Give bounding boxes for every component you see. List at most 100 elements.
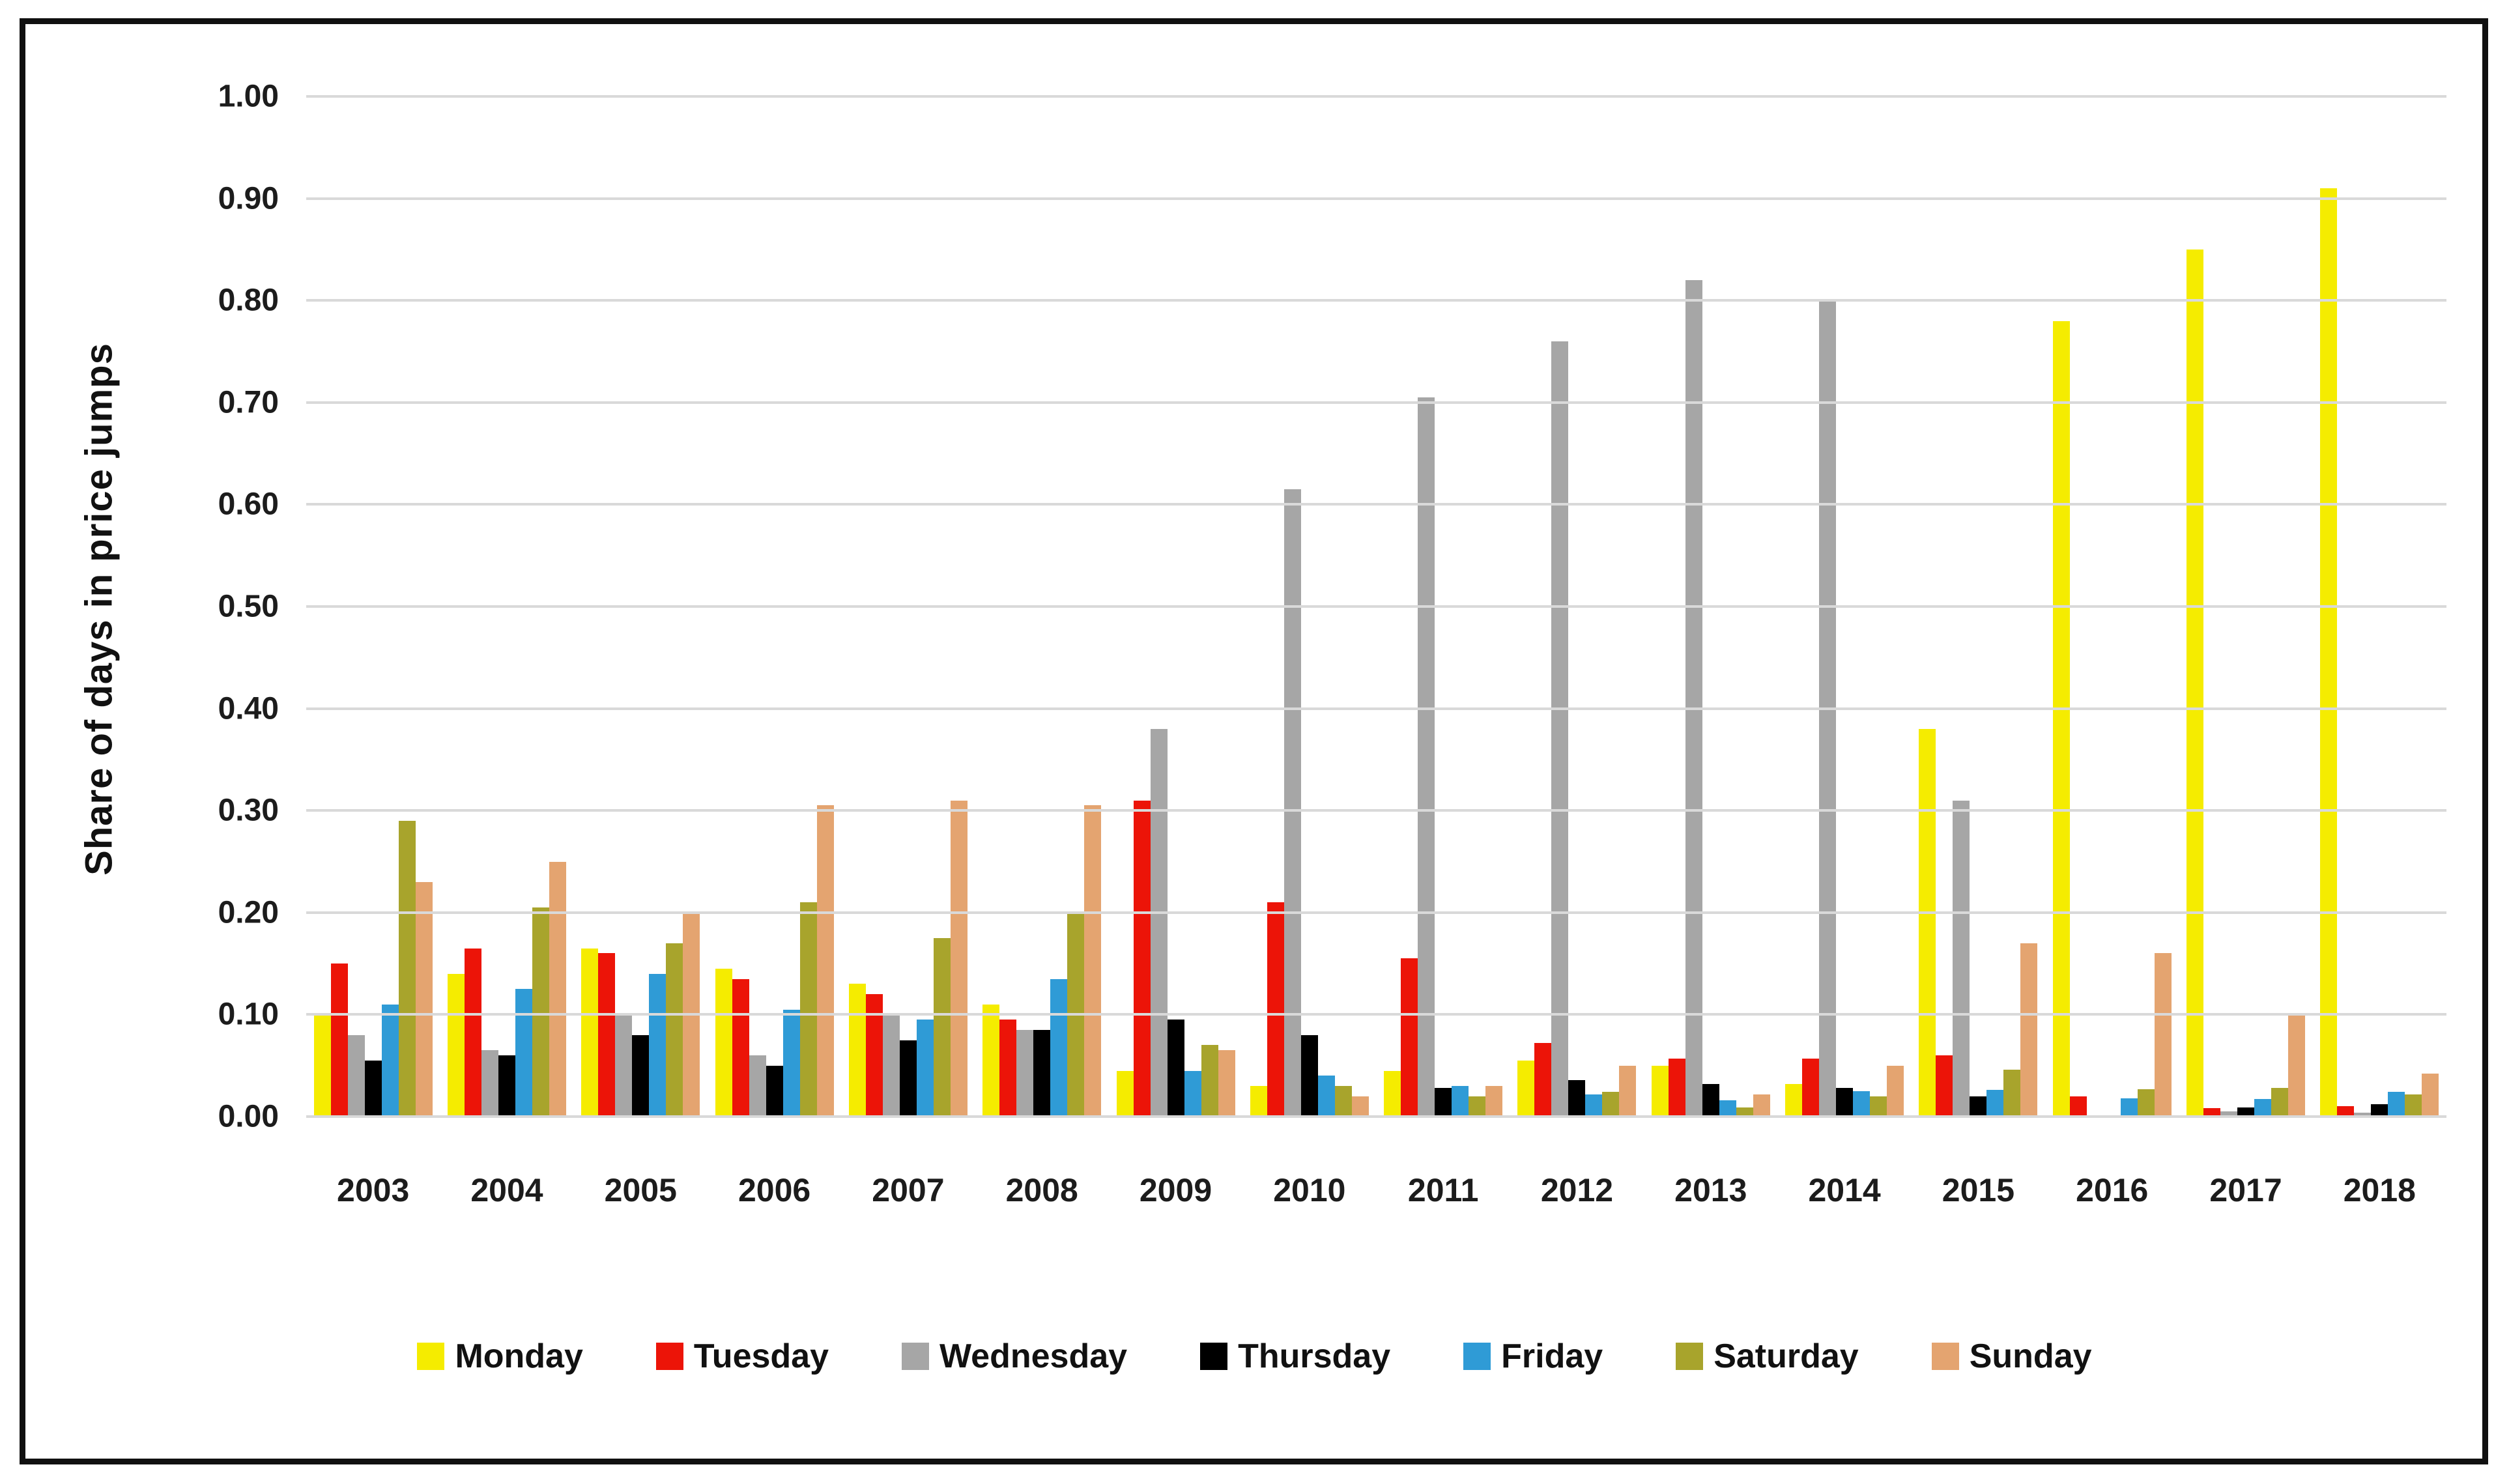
x-tick-label-2009: 2009 [1139, 1172, 1212, 1208]
bar-2016-friday [2120, 1098, 2138, 1117]
legend-swatch-sunday [1931, 1343, 1959, 1370]
bar-2017-wednesday [2220, 1111, 2238, 1117]
legend: Monday Tuesday Wednesday Thursday Friday Satu… [0, 1337, 2509, 1376]
bar-2013-friday [1719, 1100, 1736, 1117]
bar-2015-sunday [2020, 943, 2038, 1117]
bar-2005-thursday [632, 1035, 650, 1117]
bar-2013-tuesday [1668, 1058, 1685, 1117]
chart-border [20, 18, 2488, 1464]
gridline-0.80 [306, 299, 2446, 302]
bar-2015-friday [1986, 1090, 2004, 1117]
bar-2018-tuesday [2337, 1106, 2355, 1117]
bar-2008-tuesday [999, 1020, 1017, 1117]
y-tick-label-0.70: 0.70 [218, 385, 279, 420]
legend-label-wednesday: Wednesday [939, 1337, 1128, 1375]
bar-2009-friday [1184, 1070, 1201, 1117]
bar-group-2006 [708, 96, 841, 1117]
bar-2018-wednesday [2354, 1112, 2372, 1117]
y-tick-label-1.00: 1.00 [218, 79, 279, 114]
bar-2007-saturday [933, 937, 951, 1117]
bar-2013-sunday [1753, 1094, 1770, 1117]
bar-2009-tuesday [1133, 800, 1151, 1117]
legend-item-saturday: Saturday [1676, 1337, 1859, 1376]
y-axis-ticks: 0.00 0.10 0.20 0.30 0.40 0.50 0.60 0.70 0.80 0.90… [0, 79, 279, 1134]
x-tick-label-2005: 2005 [604, 1172, 677, 1208]
bar-2007-monday [848, 984, 866, 1117]
y-tick-label-0.50: 0.50 [218, 589, 279, 624]
bar-2011-wednesday [1418, 397, 1435, 1117]
bar-2003-wednesday [347, 1035, 365, 1117]
bar-2008-monday [982, 1004, 1000, 1117]
x-tick-label-2011: 2011 [1407, 1172, 1479, 1208]
gridline-0.20 [306, 911, 2446, 914]
bar-2004-thursday [498, 1055, 515, 1117]
bar-group-2004 [440, 96, 573, 1117]
bar-2004-tuesday [464, 948, 481, 1117]
bar-2017-thursday [2237, 1107, 2255, 1117]
bar-2009-wednesday [1150, 728, 1168, 1117]
y-tick-label-0.10: 0.10 [218, 997, 279, 1032]
legend-swatch-tuesday [655, 1343, 683, 1370]
bar-group-2018 [2313, 96, 2446, 1117]
legend-swatch-monday [417, 1343, 445, 1370]
bar-2016-sunday [2154, 953, 2172, 1117]
legend-item-monday: Monday [417, 1337, 583, 1376]
x-tick-label-2017: 2017 [2209, 1172, 2282, 1208]
legend-item-friday: Friday [1463, 1337, 1603, 1376]
bar-2015-saturday [2003, 1069, 2021, 1117]
gridline-0.50 [306, 605, 2446, 608]
bar-2004-wednesday [481, 1050, 498, 1117]
bar-2018-thursday [2371, 1104, 2388, 1117]
bar-2005-wednesday [615, 1014, 633, 1117]
bar-2012-friday [1585, 1094, 1603, 1117]
bar-2014-monday [1785, 1083, 1803, 1117]
x-tick-label-2006: 2006 [738, 1172, 811, 1208]
y-tick-label-0.90: 0.90 [218, 181, 279, 216]
bar-2012-monday [1517, 1060, 1535, 1117]
bar-2003-saturday [398, 820, 416, 1117]
x-tick-label-2014: 2014 [1808, 1172, 1881, 1208]
bar-2009-monday [1116, 1070, 1134, 1117]
bar-2004-monday [447, 973, 465, 1117]
bar-2003-sunday [415, 881, 433, 1117]
legend-swatch-thursday [1200, 1343, 1228, 1370]
bar-2010-wednesday [1283, 489, 1301, 1117]
bar-2010-monday [1250, 1086, 1267, 1117]
bar-2012-saturday [1602, 1092, 1620, 1117]
bar-2013-monday [1651, 1065, 1669, 1117]
bar-group-2015 [1912, 96, 2045, 1117]
bar-2014-friday [1853, 1091, 1871, 1117]
bar-2011-thursday [1435, 1088, 1452, 1117]
bar-2010-saturday [1334, 1086, 1352, 1117]
bar-group-2017 [2179, 96, 2312, 1117]
bar-2011-monday [1384, 1070, 1401, 1117]
legend-swatch-wednesday [902, 1343, 930, 1370]
bar-2015-monday [1919, 728, 1936, 1117]
gridline-0.10 [306, 1013, 2446, 1016]
bar-group-2010 [1242, 96, 1376, 1117]
gridline-0.90 [306, 197, 2446, 200]
x-tick-label-2013: 2013 [1674, 1172, 1747, 1208]
bar-2003-friday [381, 1004, 399, 1117]
bar-2005-tuesday [598, 953, 616, 1117]
bar-2003-monday [313, 1014, 331, 1117]
bar-2011-saturday [1469, 1096, 1486, 1117]
bar-2004-saturday [532, 907, 549, 1117]
bar-2011-sunday [1485, 1086, 1503, 1117]
legend-label-monday: Monday [455, 1337, 583, 1375]
y-tick-label-0.30: 0.30 [218, 793, 279, 828]
bar-2018-monday [2320, 188, 2338, 1117]
x-tick-label-2012: 2012 [1540, 1172, 1614, 1208]
bar-2006-friday [782, 1009, 800, 1117]
gridline-0.00 [306, 1115, 2446, 1118]
bar-2004-friday [515, 989, 532, 1117]
legend-swatch-saturday [1676, 1343, 1704, 1370]
bar-2017-saturday [2271, 1088, 2289, 1117]
bar-group-2013 [1644, 96, 1777, 1117]
bar-2010-thursday [1300, 1035, 1318, 1117]
bar-2014-sunday [1887, 1065, 1904, 1117]
bar-group-2011 [1377, 96, 1510, 1117]
gridline-0.60 [306, 503, 2446, 506]
bar-2006-sunday [816, 805, 834, 1117]
bar-2010-tuesday [1267, 902, 1284, 1117]
